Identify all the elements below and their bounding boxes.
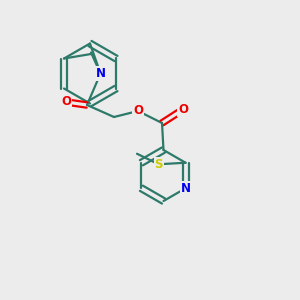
Text: N: N — [95, 67, 106, 80]
Text: O: O — [133, 104, 143, 118]
Text: N: N — [181, 182, 190, 195]
Text: O: O — [178, 103, 188, 116]
Text: S: S — [154, 158, 163, 171]
Text: O: O — [61, 95, 71, 109]
